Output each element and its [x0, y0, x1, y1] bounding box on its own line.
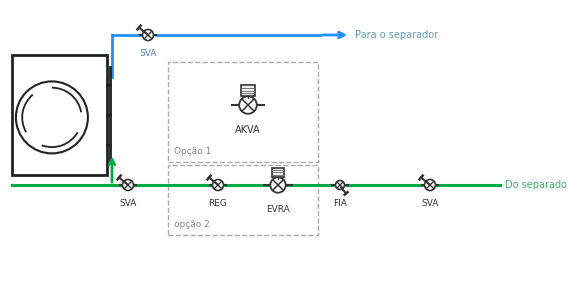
Text: SVA: SVA: [139, 49, 156, 58]
Circle shape: [213, 180, 223, 190]
Text: SVA: SVA: [119, 199, 137, 208]
Text: Para o separador: Para o separador: [355, 30, 438, 40]
Text: EVRA: EVRA: [266, 205, 290, 214]
Circle shape: [142, 29, 154, 41]
Circle shape: [16, 81, 88, 153]
Bar: [12, 55, 107, 175]
Text: Do separador: Do separador: [505, 180, 567, 190]
Text: SVA: SVA: [421, 199, 439, 208]
Bar: [241, 85, 255, 96]
Circle shape: [239, 96, 257, 114]
Circle shape: [270, 177, 286, 193]
Text: AKVA: AKVA: [235, 125, 261, 135]
Text: FIA: FIA: [333, 199, 347, 208]
Text: Opção 1: Opção 1: [174, 147, 211, 156]
Bar: [168, 165, 318, 235]
Circle shape: [425, 180, 435, 190]
Text: opção 2: opção 2: [174, 220, 210, 229]
Bar: [168, 62, 318, 162]
Circle shape: [336, 180, 345, 190]
Circle shape: [122, 180, 133, 190]
Text: REG: REG: [209, 199, 227, 208]
Bar: [272, 168, 284, 177]
